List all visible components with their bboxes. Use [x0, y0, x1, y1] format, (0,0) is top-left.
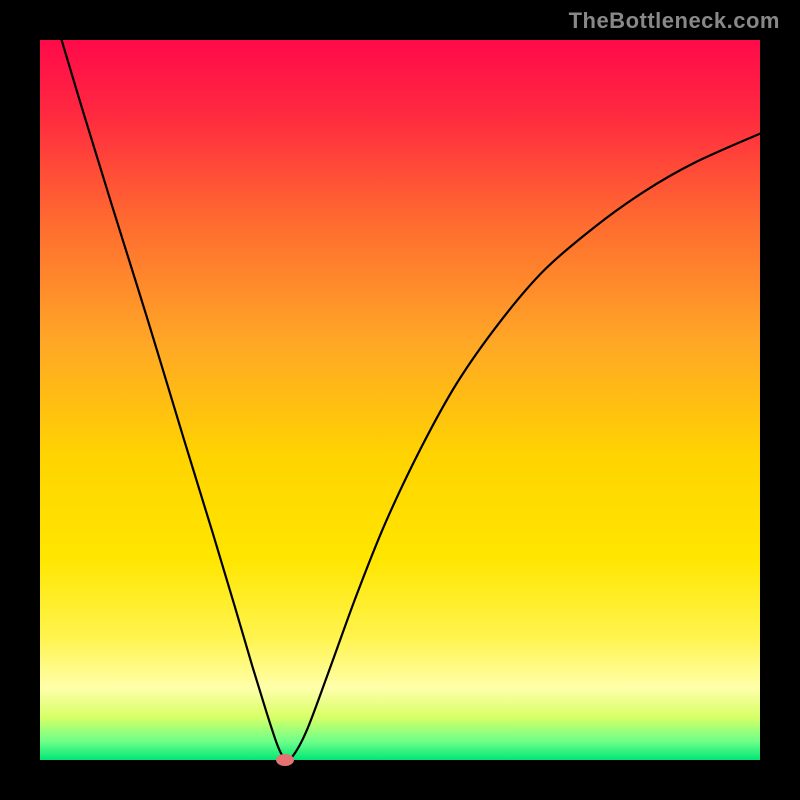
bottleneck-curve	[62, 40, 760, 760]
minimum-marker	[276, 754, 294, 766]
plot-area	[40, 40, 760, 760]
curve-svg	[40, 40, 760, 760]
chart-container: TheBottleneck.com	[0, 0, 800, 800]
watermark-text: TheBottleneck.com	[569, 8, 780, 34]
